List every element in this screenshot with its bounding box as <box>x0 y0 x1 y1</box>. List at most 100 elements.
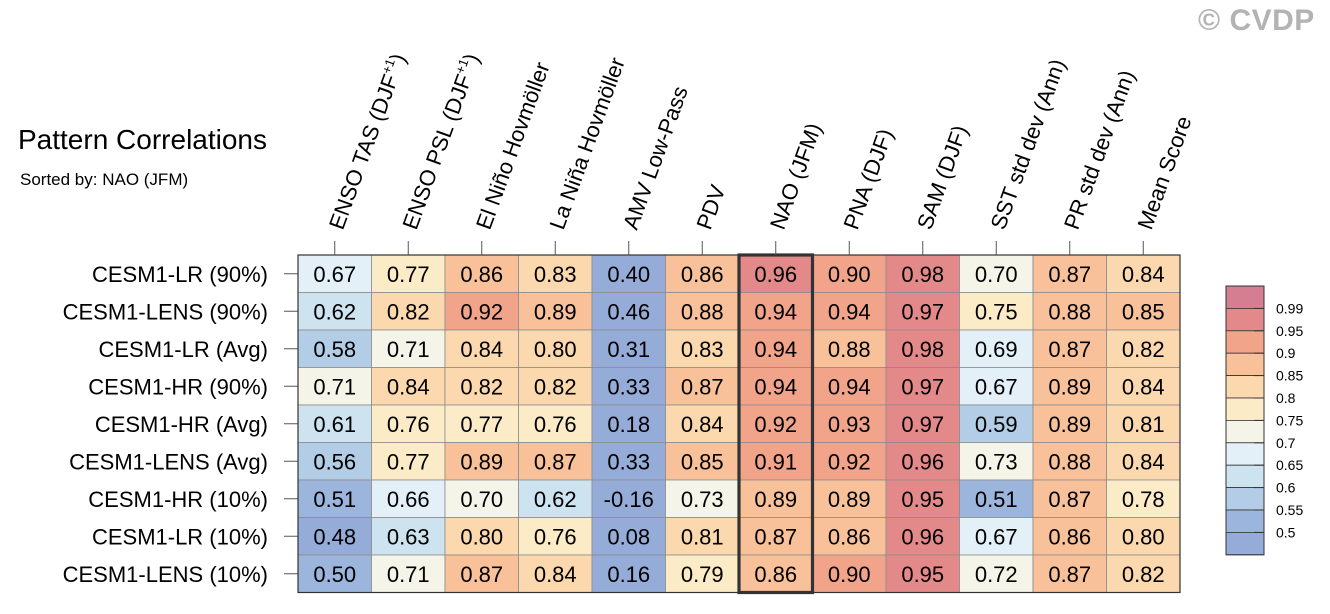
heatmap-cell <box>518 329 593 368</box>
heatmap-cell <box>812 442 887 481</box>
row-label: CESM1-HR (10%) <box>88 487 268 512</box>
cell-value-label: 0.76 <box>534 524 577 549</box>
heatmap-cell <box>1032 329 1107 368</box>
cell-value-label: 0.51 <box>313 487 356 512</box>
heatmap-cell <box>444 329 519 368</box>
cell-value-label: 0.84 <box>1122 262 1165 287</box>
row-label: CESM1-LENS (Avg) <box>69 449 268 474</box>
colorbar-tick-label: 0.9 <box>1276 345 1296 361</box>
heatmap-cell <box>297 329 372 368</box>
cell-value-label: 0.84 <box>534 562 577 587</box>
cell-value-label: 0.94 <box>754 374 797 399</box>
cell-value-label: 0.97 <box>901 299 944 324</box>
cell-value-label: -0.16 <box>604 487 654 512</box>
cell-value-label: 0.88 <box>1048 449 1091 474</box>
cell-value-label: 0.66 <box>387 487 430 512</box>
heatmap-cell <box>665 479 740 518</box>
column-label-text: AMV Low-Pass <box>618 83 693 233</box>
cell-value-label: 0.87 <box>1048 262 1091 287</box>
colorbar-tick-label: 0.65 <box>1276 457 1303 473</box>
column-label-text: La Niña Hovmöller <box>544 54 629 233</box>
cell-value-label: 0.96 <box>754 262 797 287</box>
heatmap-cell <box>959 329 1034 368</box>
cell-value-label: 0.72 <box>975 562 1018 587</box>
heatmap-cell <box>665 292 740 331</box>
cell-value-label: 0.82 <box>534 374 577 399</box>
heatmap-cell <box>1106 442 1181 481</box>
cell-value-label: 0.83 <box>534 262 577 287</box>
column-label-text: PR std dev (Ann) <box>1059 67 1140 233</box>
cell-value-label: 0.82 <box>460 374 503 399</box>
heatmap-cell <box>518 404 593 443</box>
cell-value-label: 0.87 <box>1048 487 1091 512</box>
cell-value-label: 0.97 <box>901 412 944 437</box>
cell-value-label: 0.87 <box>460 562 503 587</box>
column-label: PR std dev (Ann) <box>1059 67 1140 233</box>
column-label: La Niña Hovmöller <box>544 54 629 233</box>
heatmap-cell <box>885 292 960 331</box>
cell-value-label: 0.46 <box>607 299 650 324</box>
heatmap-cell <box>1106 479 1181 518</box>
cell-value-label: 0.95 <box>901 562 944 587</box>
colorbar-tick-label: 0.99 <box>1276 300 1303 316</box>
heatmap-cell <box>812 479 887 518</box>
heatmap-cell <box>885 404 960 443</box>
column-label: ENSO PSL (DJF+1) <box>397 50 485 233</box>
cell-value-label: 0.94 <box>754 337 797 362</box>
heatmap-cell <box>1106 254 1181 293</box>
colorbar-tick-label: 0.55 <box>1276 502 1303 518</box>
column-label: PNA (DJF) <box>838 125 897 232</box>
heatmap-cell <box>738 442 813 481</box>
heatmap-cell <box>1106 404 1181 443</box>
cell-value-label: 0.48 <box>313 524 356 549</box>
cell-value-label: 0.84 <box>460 337 503 362</box>
cell-value-label: 0.96 <box>901 524 944 549</box>
row-label: CESM1-HR (90%) <box>88 374 268 399</box>
cell-value-label: 0.56 <box>313 449 356 474</box>
heatmap-cell <box>1032 254 1107 293</box>
cell-value-label: 0.84 <box>681 412 724 437</box>
cell-value-label: 0.51 <box>975 487 1018 512</box>
heatmap-cell <box>444 442 519 481</box>
heatmap-cell <box>812 554 887 593</box>
cell-value-label: 0.70 <box>975 262 1018 287</box>
cell-value-label: 0.71 <box>313 374 356 399</box>
cell-value-label: 0.73 <box>975 449 1018 474</box>
row-label: CESM1-HR (Avg) <box>95 412 268 437</box>
cell-value-label: 0.84 <box>1122 449 1165 474</box>
colorbar-tick-label: 0.7 <box>1276 435 1296 451</box>
heatmap-cell <box>812 254 887 293</box>
cell-value-label: 0.63 <box>387 524 430 549</box>
cell-value-label: 0.77 <box>387 449 430 474</box>
watermark: © CVDP <box>1198 4 1315 37</box>
cell-value-label: 0.84 <box>1122 374 1165 399</box>
cell-value-label: 0.71 <box>387 337 430 362</box>
cell-value-label: 0.86 <box>681 262 724 287</box>
cell-value-label: 0.80 <box>534 337 577 362</box>
cell-value-label: 0.76 <box>534 412 577 437</box>
cell-value-label: 0.94 <box>754 299 797 324</box>
cell-value-label: 0.86 <box>1048 524 1091 549</box>
heatmap-cell <box>371 404 446 443</box>
cell-value-label: 0.83 <box>681 337 724 362</box>
cell-value-label: 0.58 <box>313 337 356 362</box>
cell-value-label: 0.73 <box>681 487 724 512</box>
column-label: Mean Score <box>1132 113 1196 233</box>
column-label: SAM (DJF) <box>912 122 973 233</box>
heatmap-cell <box>591 404 666 443</box>
cell-value-label: 0.77 <box>460 412 503 437</box>
colorbar-tick-label: 0.6 <box>1276 480 1296 496</box>
chart-title: Pattern Correlations <box>18 124 268 155</box>
cell-value-label: 0.33 <box>607 374 650 399</box>
heatmap-cell <box>518 367 593 406</box>
heatmap-cell <box>371 292 446 331</box>
colorbar-swatch <box>1225 509 1265 533</box>
row-label: CESM1-LR (Avg) <box>98 337 268 362</box>
cell-value-label: 0.86 <box>460 262 503 287</box>
colorbar-swatch <box>1225 330 1265 354</box>
cell-value-label: 0.16 <box>607 562 650 587</box>
row-label: CESM1-LENS (90%) <box>63 299 268 324</box>
column-label: SST std dev (Ann) <box>985 56 1070 233</box>
colorbar-tick-label: 0.5 <box>1276 524 1296 540</box>
